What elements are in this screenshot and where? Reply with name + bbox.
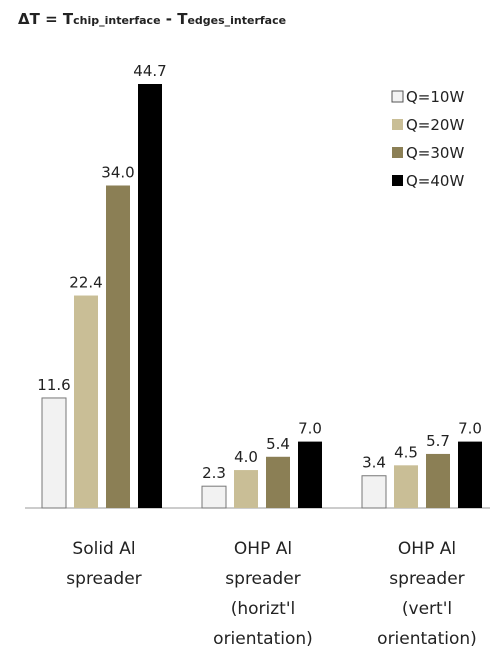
- legend-swatch: [392, 147, 403, 158]
- value-label: 2.3: [202, 464, 226, 482]
- title-subscript: chip_interface: [73, 14, 160, 27]
- value-label: 7.0: [298, 420, 322, 438]
- x-tick-label: OHP Al: [398, 539, 456, 559]
- bar: [298, 441, 322, 508]
- x-tick-label: spreader: [225, 569, 300, 589]
- x-tick-label: (vert'l: [402, 599, 452, 619]
- x-tick-label: orientation): [377, 629, 477, 649]
- x-tick-label: spreader: [389, 569, 464, 589]
- value-label: 5.7: [426, 432, 450, 450]
- legend-label: Q=20W: [406, 116, 464, 134]
- bar: [41, 397, 67, 509]
- bar: [234, 470, 258, 508]
- value-label: 7.0: [458, 420, 482, 438]
- value-label: 22.4: [69, 274, 102, 292]
- bar: [201, 485, 227, 509]
- legend-label: Q=30W: [406, 144, 464, 162]
- chart-title: ΔT = Tchip_interface - Tedges_interface: [18, 10, 286, 28]
- value-label: 34.0: [101, 163, 134, 181]
- legend-label: Q=40W: [406, 172, 464, 190]
- bar: [74, 295, 98, 508]
- legend-label: Q=10W: [406, 88, 464, 106]
- x-tick-label: orientation): [213, 629, 313, 649]
- bar: [361, 475, 387, 509]
- x-tick-label: (horizt'l: [231, 599, 296, 619]
- value-label: 11.6: [37, 376, 70, 394]
- value-label: 3.4: [362, 454, 386, 472]
- bar: [458, 441, 482, 508]
- value-label: 5.4: [266, 435, 290, 453]
- value-label: 44.7: [133, 62, 166, 80]
- bar: [138, 84, 162, 508]
- legend-swatch: [392, 119, 403, 130]
- legend-swatch: [392, 175, 403, 186]
- x-tick-label: Solid Al: [72, 539, 135, 559]
- bar: [266, 456, 290, 508]
- x-tick-label: spreader: [66, 569, 141, 589]
- title-subscript: edges_interface: [187, 14, 286, 27]
- title-part: - T: [161, 10, 189, 28]
- legend-swatch: [391, 90, 404, 103]
- value-label: 4.0: [234, 448, 258, 466]
- bar: [394, 465, 418, 508]
- bar: [106, 185, 130, 509]
- x-tick-label: OHP Al: [234, 539, 292, 559]
- title-part: ΔT = T: [18, 10, 74, 28]
- bar: [426, 453, 450, 508]
- value-label: 4.5: [394, 443, 418, 461]
